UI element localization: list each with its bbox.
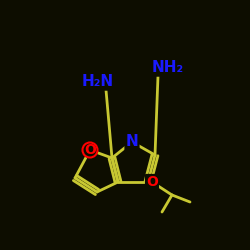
Circle shape — [82, 142, 98, 158]
Text: O: O — [84, 143, 96, 157]
Text: O: O — [146, 175, 158, 189]
Text: N: N — [126, 134, 138, 150]
Text: H₂N: H₂N — [82, 74, 114, 90]
Text: NH₂: NH₂ — [152, 60, 184, 76]
